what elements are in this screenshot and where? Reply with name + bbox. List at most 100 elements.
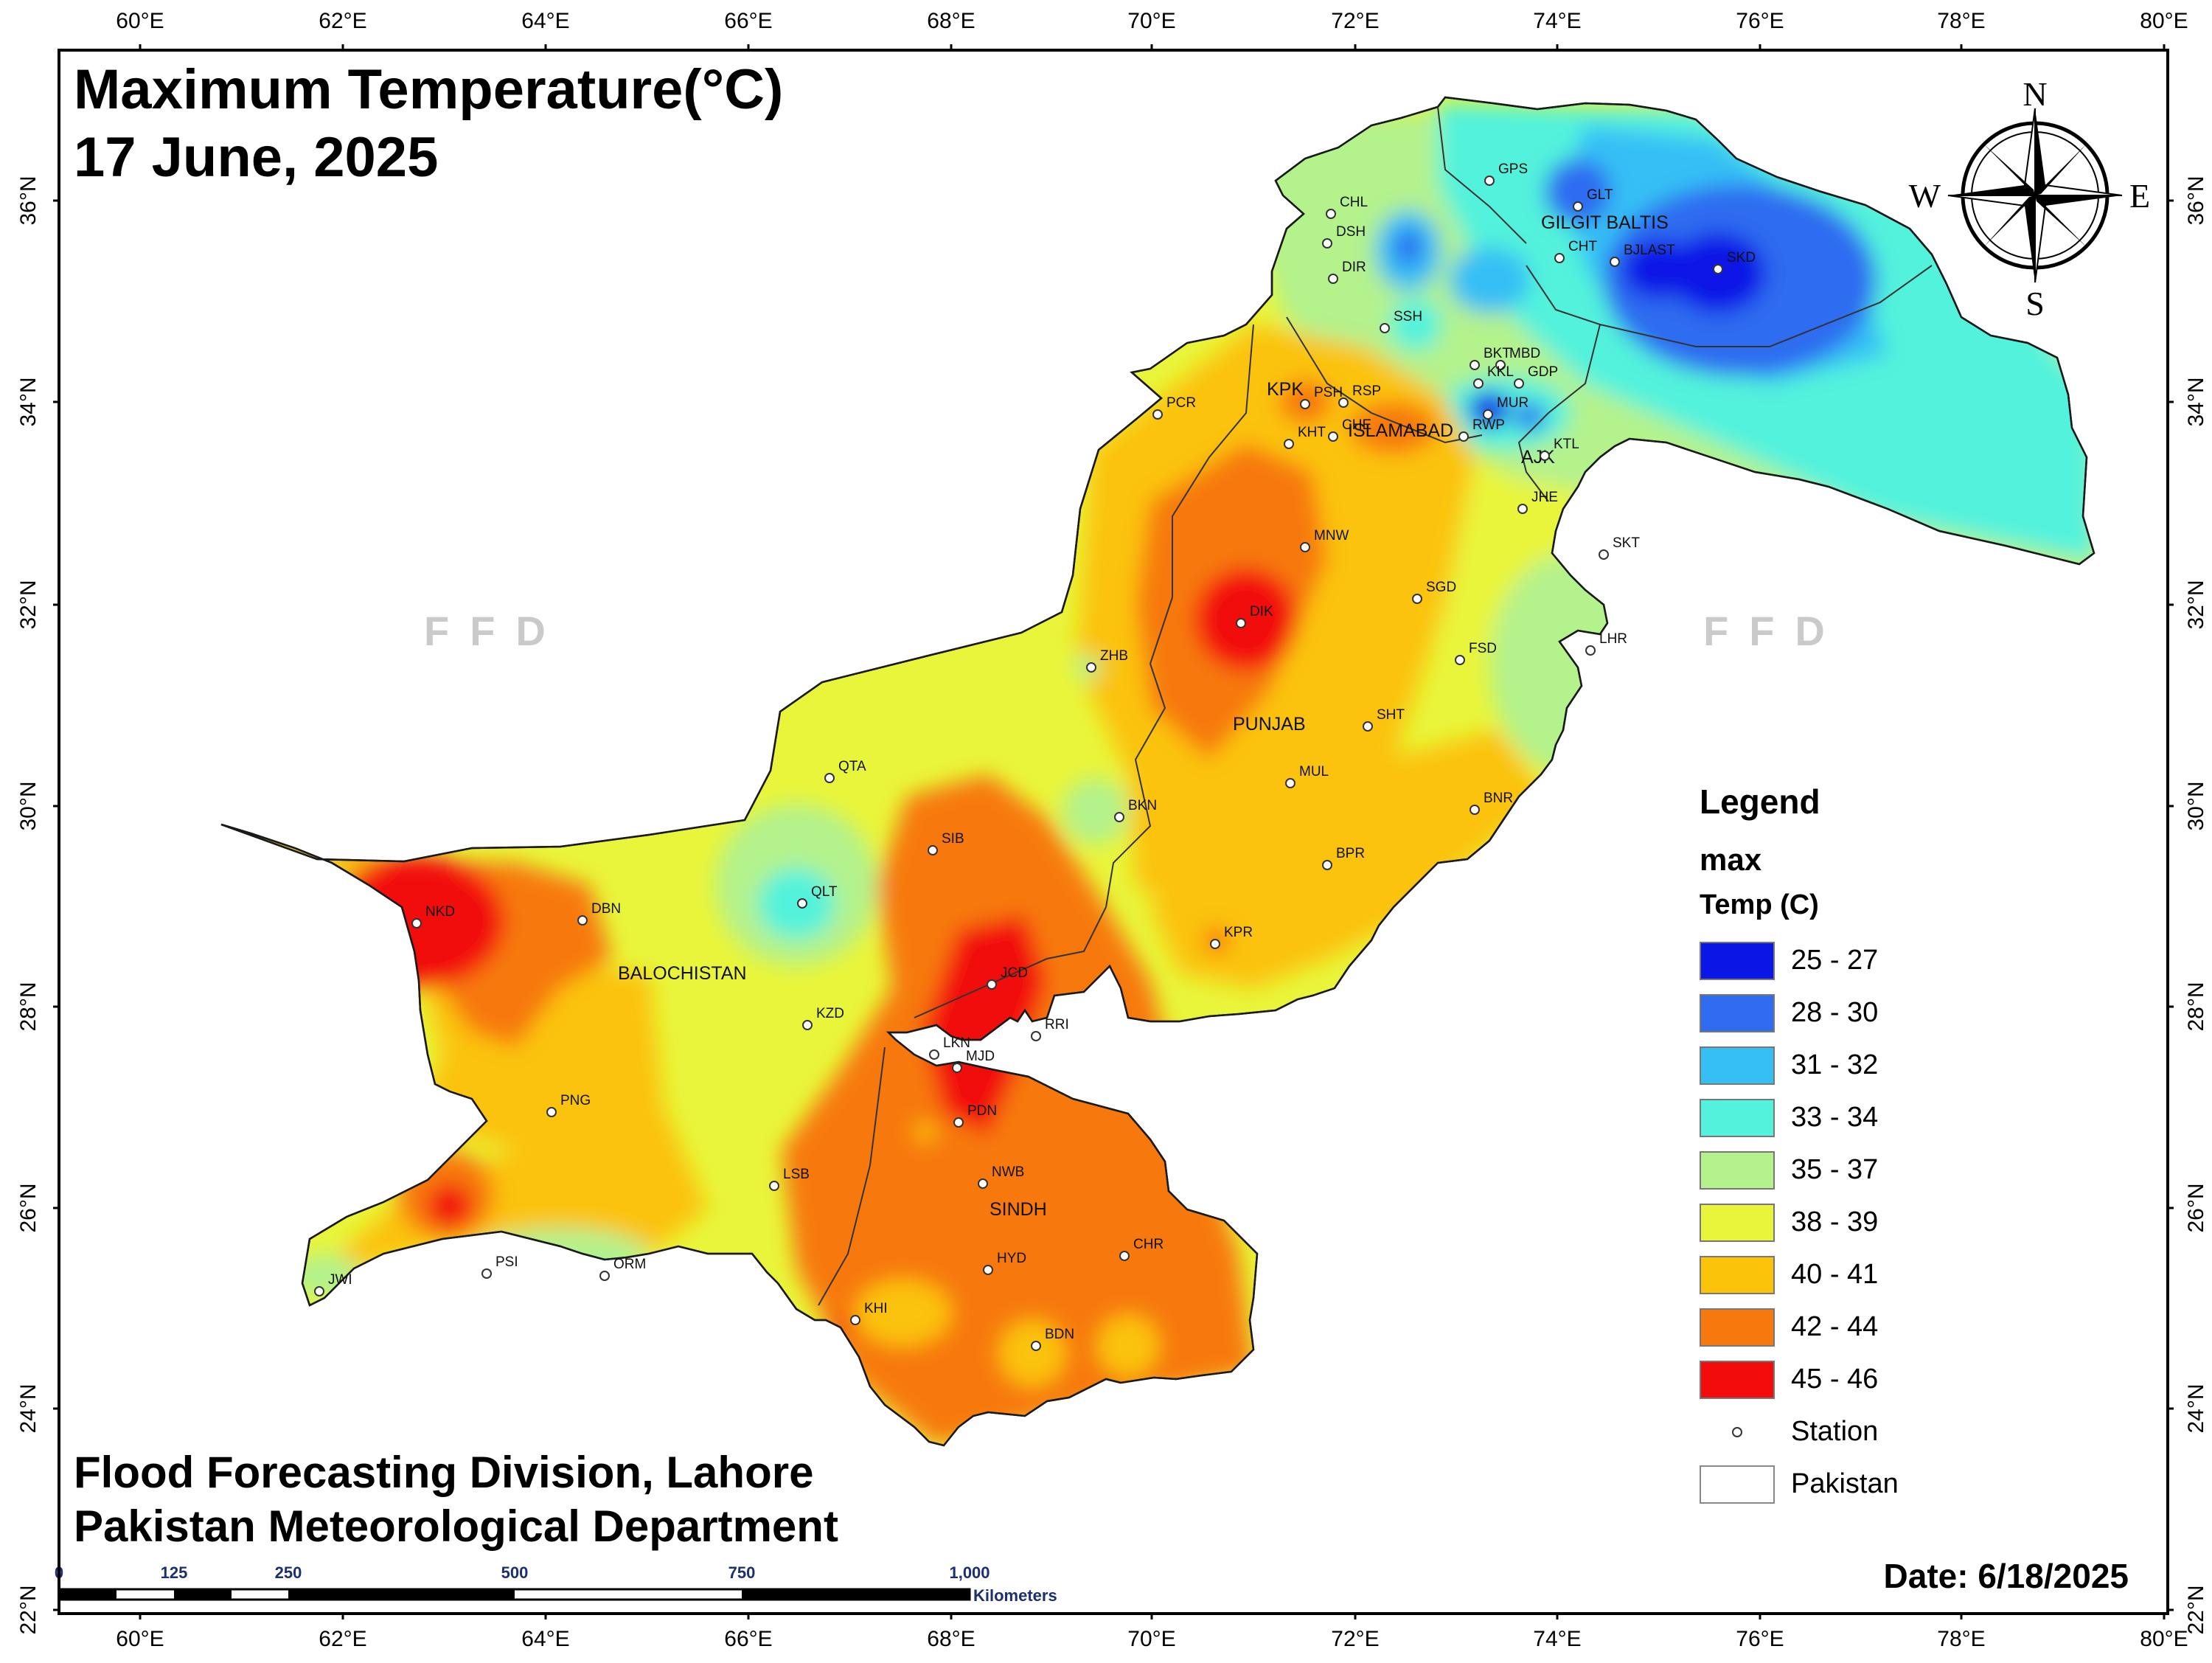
station-marker [802, 1020, 813, 1030]
legend-class-item: 35 - 37 [1700, 1144, 2031, 1196]
lon-label-top: 60°E [116, 9, 164, 33]
station-label: CHR [1133, 1237, 1164, 1252]
legend-class-item: 42 - 44 [1700, 1301, 2031, 1353]
station-marker [1473, 378, 1484, 389]
legend-class-label: 42 - 44 [1791, 1311, 1879, 1342]
legend-class-item: 31 - 32 [1700, 1039, 2031, 1091]
station-label: BPR [1336, 846, 1365, 861]
legend-swatch [1700, 1150, 1775, 1190]
scale-unit: Kilometers [973, 1586, 1057, 1605]
station-marker [1322, 238, 1332, 249]
station-label: MBD [1509, 346, 1540, 361]
lon-label-top: 76°E [1736, 9, 1784, 33]
lon-label-bot: 68°E [927, 1627, 975, 1651]
station-label: BKT [1484, 346, 1511, 361]
legend-unit: Temp (C) [1700, 889, 1819, 920]
station-marker [599, 1271, 610, 1281]
legend-boundary-item: Pakistan [1700, 1458, 2031, 1510]
scale-tick-label: 1,000 [949, 1563, 990, 1582]
station-marker [978, 1178, 988, 1189]
station-label: QTA [838, 759, 866, 774]
station-label: SHT [1377, 707, 1405, 723]
station-marker [1338, 397, 1349, 408]
legend-station-label: Station [1791, 1416, 1879, 1447]
station-marker [1412, 594, 1422, 604]
compass-n: N [2023, 75, 2047, 113]
legend-swatch [1700, 941, 1775, 980]
station-label: BJLAST [1624, 243, 1675, 258]
legend-class-label: 33 - 34 [1791, 1102, 1879, 1133]
station-marker [1458, 431, 1469, 442]
station-marker [1455, 655, 1465, 665]
station-marker [1114, 812, 1124, 822]
legend-class-label: 38 - 39 [1791, 1207, 1879, 1237]
legend-heading: Legend [1700, 782, 1820, 821]
legend-swatch [1700, 1308, 1775, 1347]
scale-tick-label: 500 [501, 1563, 529, 1582]
lat-label-left: 28°N [16, 982, 41, 1031]
station-label: SKD [1727, 250, 1756, 265]
lat-label-left: 24°N [16, 1383, 41, 1433]
lat-label-left: 30°N [16, 781, 41, 830]
station-marker [1363, 721, 1373, 732]
lon-label-top: 72°E [1331, 9, 1379, 33]
station-label: JHE [1531, 490, 1558, 505]
station-label: DSH [1336, 224, 1366, 240]
station-label: JWI [328, 1272, 352, 1288]
station-label: SGD [1426, 580, 1456, 595]
station-label: CHE [1342, 417, 1371, 433]
station-label: SIB [942, 831, 964, 847]
legend-swatch [1700, 1046, 1775, 1085]
lat-label-right: 36°N [2184, 176, 2208, 225]
station-marker [1573, 201, 1583, 212]
station-marker [1484, 176, 1495, 186]
lon-label-top: 66°E [724, 9, 772, 33]
station-marker [1031, 1031, 1041, 1041]
scale-bar: 0 125 250 500 750 1,000 Kilometers [55, 1563, 1057, 1605]
station-marker [577, 915, 588, 926]
station-label: SSH [1394, 309, 1422, 324]
station-label: PCR [1166, 395, 1196, 411]
station-symbol-icon [1700, 1413, 1775, 1451]
station-label: LKN [943, 1035, 970, 1051]
station-marker [1300, 542, 1310, 552]
lon-label-bot: 66°E [724, 1627, 772, 1651]
station-label: MUR [1497, 395, 1528, 411]
lon-label-bot: 78°E [1937, 1627, 1985, 1651]
legend-class-label: 31 - 32 [1791, 1049, 1879, 1080]
station-marker [1328, 274, 1338, 284]
station-label: GLT [1587, 187, 1613, 203]
lat-label-right: 22°N [2184, 1585, 2208, 1634]
station-marker [952, 1063, 962, 1073]
station-label: ORM [613, 1257, 646, 1272]
lat-label-right: 26°N [2184, 1183, 2208, 1232]
station-marker [1540, 451, 1550, 461]
station-label: BNR [1484, 791, 1513, 806]
station-label: NWB [992, 1164, 1024, 1180]
station-label: LSB [783, 1167, 810, 1182]
station-label: ZHB [1100, 648, 1128, 664]
credit-line-1: Flood Forecasting Division, Lahore [74, 1448, 814, 1497]
region-label: SINDH [990, 1199, 1047, 1220]
legend-class-item: 28 - 30 [1700, 987, 2031, 1039]
station-label: PDN [967, 1103, 997, 1119]
legend-swatch [1700, 1255, 1775, 1294]
boundary-swatch [1700, 1465, 1775, 1504]
station-marker [1514, 378, 1524, 389]
station-marker [546, 1107, 557, 1117]
compass-e: E [2129, 177, 2150, 215]
station-label: FSD [1469, 641, 1497, 656]
station-marker [850, 1315, 860, 1325]
station-label: CHL [1340, 195, 1368, 210]
lat-label-right: 30°N [2184, 781, 2208, 830]
lon-label-bot: 80°E [2140, 1627, 2188, 1651]
station-label: RWP [1472, 417, 1505, 433]
station-label: KTL [1554, 437, 1579, 452]
region-labels: GILGIT BALTIS KPK ISLAMABAD AJK PUNJAB BALOCH… [618, 212, 1669, 1220]
station-label: DIR [1342, 260, 1366, 275]
station-marker [411, 918, 422, 928]
lat-label-left: 22°N [16, 1585, 41, 1634]
watermark-right: FFD [1703, 608, 1846, 654]
station-label: MUL [1299, 764, 1329, 780]
